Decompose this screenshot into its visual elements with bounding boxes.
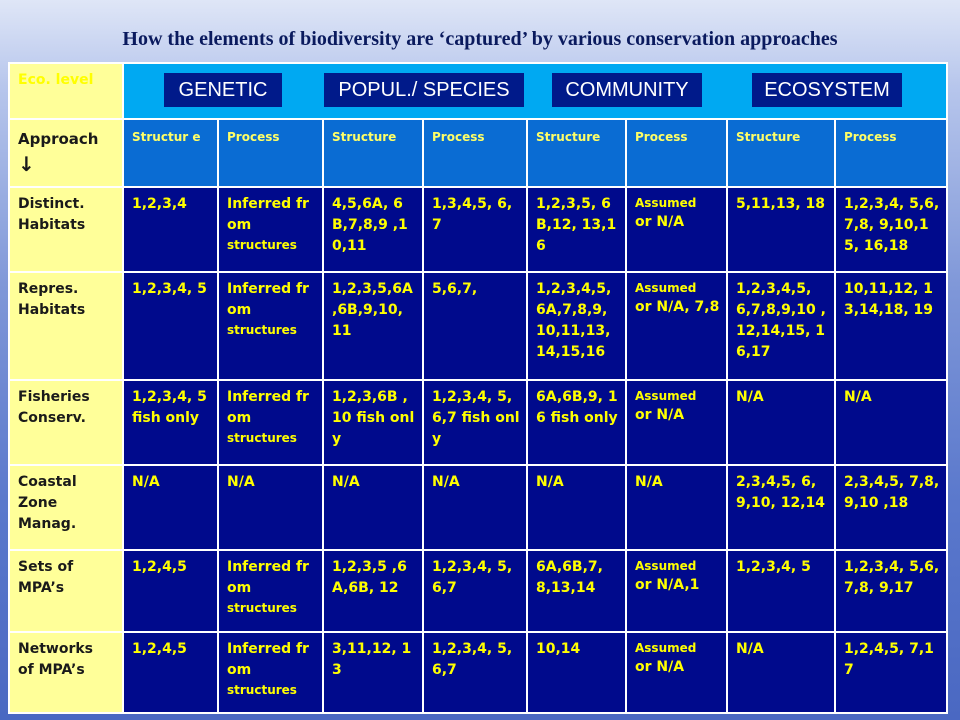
subheader-cell: Structur e	[122, 118, 219, 188]
subheader-cell: Process	[625, 118, 728, 188]
table-cell: 1,2,3,6B ,10 fish only	[322, 379, 424, 467]
table-cell: 1,2,4,5, 7,17	[834, 630, 948, 714]
page-title: How the elements of biodiversity are ‘ca…	[122, 28, 838, 50]
approach-label-cell: Approach ↓	[8, 118, 124, 188]
approach-label: Approach	[18, 130, 99, 148]
level-community: COMMUNITY	[552, 73, 702, 107]
table-cell: Assumed or N/A,1	[625, 549, 728, 633]
table-cell: Assumed or N/A, 7,8	[625, 270, 728, 382]
table-cell: N/A	[122, 464, 219, 552]
table-row: Networks of MPA’s 1,2,4,5 Inferred from s…	[8, 630, 948, 714]
table-cell: 1,2,3,4, 5 fish only	[122, 379, 219, 467]
table-cell: 1,2,3,4,5, 6,7,8,9,10 ,12,14,15, 16,17	[726, 270, 836, 382]
table-cell: 2,3,4,5, 6,9,10, 12,14	[726, 464, 836, 552]
level-genetic: GENETIC	[164, 73, 282, 107]
eco-level-header: GENETIC POPUL./ SPECIES COMMUNITY ECOSYS…	[122, 62, 948, 120]
table-cell: 6A,6B,7, 8,13,14	[526, 549, 627, 633]
table-cell: Inferred from structures	[217, 549, 324, 633]
row-label: Coastal Zone Manag.	[8, 464, 124, 552]
eco-level-label: Eco. level	[8, 62, 124, 120]
table-cell: Inferred from structures	[217, 186, 324, 273]
table-cell: 1,2,3,5 ,6A,6B, 12	[322, 549, 424, 633]
row-label: Networks of MPA’s	[8, 630, 124, 714]
row-label: Distinct. Habitats	[8, 186, 124, 273]
table-cell: 1,2,3,4, 5,6,7 fish only	[422, 379, 528, 467]
subheader-cell: Structure	[322, 118, 424, 188]
down-arrow-icon: ↓	[18, 151, 35, 176]
table-cell: Inferred from structures	[217, 270, 324, 382]
table-cell: 6A,6B,9, 16 fish only	[526, 379, 627, 467]
table-cell: 3,11,12, 13	[322, 630, 424, 714]
table-cell: Inferred from structures	[217, 630, 324, 714]
approach-row: Approach ↓ Structur e Process Structure …	[8, 118, 948, 188]
table-cell: 1,2,4,5	[122, 630, 219, 714]
subheader-cell: Structure	[526, 118, 627, 188]
table-cell: 5,6,7,	[422, 270, 528, 382]
table-cell: 1,2,3,4, 5	[726, 549, 836, 633]
level-population-species: POPUL./ SPECIES	[324, 73, 524, 107]
table-cell: 1,2,3,4, 5,6,7,8, 9,17	[834, 549, 948, 633]
table-row: Sets of MPA’s 1,2,4,5 Inferred from struc…	[8, 549, 948, 633]
table-cell: 1,2,3,4, 5,6,7	[422, 630, 528, 714]
table-cell: N/A	[625, 464, 728, 552]
row-label: Sets of MPA’s	[8, 549, 124, 633]
table-cell: N/A	[217, 464, 324, 552]
table-cell: Assumed or N/A	[625, 379, 728, 467]
table-cell: N/A	[726, 379, 836, 467]
table-cell: Inferred from structures	[217, 379, 324, 467]
table-cell: 10,14	[526, 630, 627, 714]
table-cell: Assumed or N/A	[625, 186, 728, 273]
table-cell: Assumed or N/A	[625, 630, 728, 714]
table-row: Coastal Zone Manag. N/A N/A N/A N/A N/A …	[8, 464, 948, 552]
row-label: Repres. Habitats	[8, 270, 124, 382]
table-row: Repres. Habitats 1,2,3,4, 5 Inferred fro…	[8, 270, 948, 382]
subheader-cell: Process	[834, 118, 948, 188]
biodiversity-table: Eco. level GENETIC POPUL./ SPECIES COMMU…	[8, 62, 948, 714]
table-cell: 1,2,3,4, 5,6,7,8, 9,10,15, 16,18	[834, 186, 948, 273]
table-cell: 1,2,3,4,5, 6A,7,8,9, 10,11,13, 14,15,16	[526, 270, 627, 382]
table-cell: 5,11,13, 18	[726, 186, 836, 273]
table-cell: 10,11,12, 13,14,18, 19	[834, 270, 948, 382]
table-cell: 1,2,3,5, 6B,12, 13,16	[526, 186, 627, 273]
table-cell: 1,2,3,4	[122, 186, 219, 273]
table-cell: 1,2,4,5	[122, 549, 219, 633]
table-cell: N/A	[322, 464, 424, 552]
subheader-cell: Structure	[726, 118, 836, 188]
table-cell: 4,5,6A, 6B,7,8,9 ,10,11	[322, 186, 424, 273]
table-cell: N/A	[726, 630, 836, 714]
table-cell: 1,2,3,5,6A ,6B,9,10, 11	[322, 270, 424, 382]
eco-level-row: Eco. level GENETIC POPUL./ SPECIES COMMU…	[8, 62, 948, 120]
table-cell: 1,2,3,4, 5,6,7	[422, 549, 528, 633]
table-cell: N/A	[526, 464, 627, 552]
table-cell: 2,3,4,5, 7,8,9,10 ,18	[834, 464, 948, 552]
row-label: Fisheries Conserv.	[8, 379, 124, 467]
table-cell: N/A	[422, 464, 528, 552]
table-cell: N/A	[834, 379, 948, 467]
level-ecosystem: ECOSYSTEM	[752, 73, 902, 107]
table-row: Fisheries Conserv. 1,2,3,4, 5 fish only …	[8, 379, 948, 467]
table-row: Distinct. Habitats 1,2,3,4 Inferred from…	[8, 186, 948, 273]
table-cell: 1,3,4,5, 6,7	[422, 186, 528, 273]
subheader-cell: Process	[217, 118, 324, 188]
table-cell: 1,2,3,4, 5	[122, 270, 219, 382]
subheader-cell: Process	[422, 118, 528, 188]
